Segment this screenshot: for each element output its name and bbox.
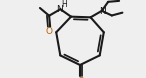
Text: O: O bbox=[78, 77, 85, 78]
Text: N: N bbox=[99, 7, 106, 16]
Text: O: O bbox=[46, 27, 53, 36]
Text: N: N bbox=[57, 5, 63, 14]
Text: H: H bbox=[61, 0, 67, 9]
